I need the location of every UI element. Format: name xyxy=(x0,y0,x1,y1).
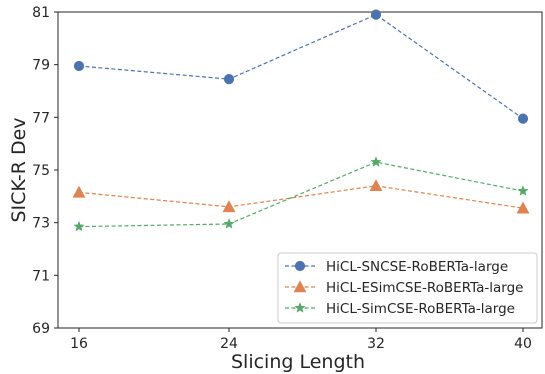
data-point xyxy=(369,179,383,192)
y-axis-label: SICK-R Dev xyxy=(8,117,30,222)
data-point xyxy=(516,201,530,214)
x-tick-labels: 16 24 32 40 xyxy=(70,328,532,352)
series-1 xyxy=(73,9,529,124)
y-tick-label: 81 xyxy=(32,5,50,21)
series-2 xyxy=(72,179,530,214)
data-point xyxy=(73,220,85,232)
data-point xyxy=(370,9,382,20)
legend-box xyxy=(277,252,538,324)
y-tick-labels: 69 71 73 75 77 79 81 xyxy=(32,5,58,337)
data-point xyxy=(223,74,235,85)
data-point xyxy=(223,218,235,229)
legend-label: HiCL-SimCSE-RoBERTa-large xyxy=(326,301,515,317)
series-3 xyxy=(73,156,529,232)
legend-marker xyxy=(294,260,306,272)
y-tick-label: 77 xyxy=(32,110,50,126)
data-point xyxy=(517,185,529,196)
x-tick-label: 24 xyxy=(220,336,238,352)
legend-label: HiCL-SNCSE-RoBERTa-large xyxy=(326,259,508,275)
data-point xyxy=(370,156,382,167)
series-line xyxy=(78,161,524,228)
series-line xyxy=(78,13,524,120)
x-tick-label: 32 xyxy=(367,336,385,352)
y-tick-label: 71 xyxy=(32,268,50,284)
legend: HiCL-SNCSE-RoBERTa-large HiCL-ESimCSE-RoB… xyxy=(277,252,538,324)
x-axis-label: Slicing Length xyxy=(231,351,365,373)
y-tick-label: 75 xyxy=(32,163,50,179)
data-point xyxy=(222,200,236,213)
x-tick-label: 40 xyxy=(514,336,532,352)
series-line xyxy=(78,185,524,209)
legend-label: HiCL-ESimCSE-RoBERTa-large xyxy=(326,280,523,296)
y-tick-label: 69 xyxy=(32,321,50,337)
data-point xyxy=(72,185,86,198)
y-tick-label: 73 xyxy=(32,216,50,232)
data-point xyxy=(517,113,529,124)
y-tick-label: 79 xyxy=(32,58,50,74)
series-group xyxy=(72,9,530,232)
legend-marker xyxy=(293,280,307,293)
data-point xyxy=(73,60,85,72)
x-tick-label: 16 xyxy=(70,336,88,352)
legend-marker xyxy=(294,302,306,313)
